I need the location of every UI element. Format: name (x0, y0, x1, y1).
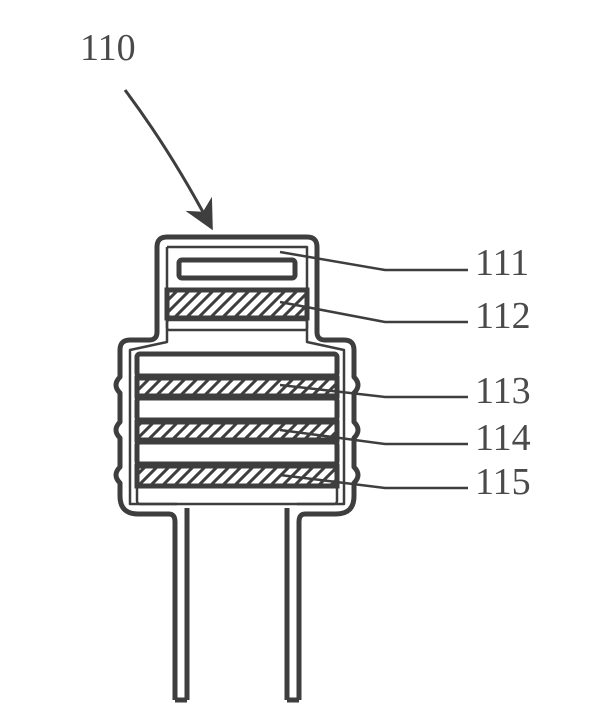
drawing-group (116, 237, 358, 700)
cross-section-diagram: 110 111 112 113 114115 (0, 0, 600, 723)
label-110: 110 (80, 27, 136, 69)
label-111: 111 (475, 242, 529, 284)
label-113: 113 (475, 370, 531, 412)
label-114: 114 (475, 417, 531, 459)
label-115: 115 (475, 461, 531, 503)
label-112: 112 (475, 295, 531, 337)
